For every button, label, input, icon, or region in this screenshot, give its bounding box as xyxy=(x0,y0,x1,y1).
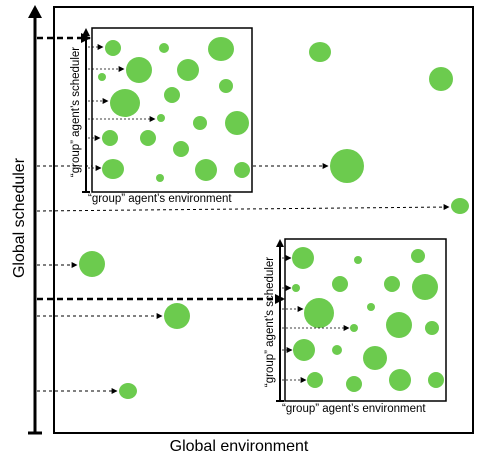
agent-circle xyxy=(164,87,180,103)
agent-circle xyxy=(292,247,314,269)
agent-circle xyxy=(234,162,250,178)
agent-circle xyxy=(304,298,334,328)
agent-circle xyxy=(102,159,124,179)
group-agent-1 xyxy=(82,27,253,193)
agent-circle xyxy=(193,116,207,130)
agent-circle xyxy=(332,345,342,355)
agent-circle xyxy=(119,383,137,399)
agent-circle xyxy=(292,284,300,292)
agent-circle xyxy=(309,42,331,62)
agent-circle xyxy=(79,251,105,277)
agent-circle xyxy=(307,372,323,388)
group-scheduler-arrows xyxy=(88,44,156,171)
agent-circle xyxy=(98,73,106,81)
agent-circle xyxy=(412,274,438,300)
agent-circle xyxy=(157,114,165,122)
agent-circle xyxy=(105,40,121,56)
group-agents xyxy=(98,37,250,182)
agent-circle xyxy=(195,159,217,181)
agent-circle xyxy=(354,256,362,264)
agent-circle xyxy=(126,57,152,83)
group-scheduler-axis xyxy=(276,239,284,402)
agent-circle xyxy=(293,339,315,361)
agent-circle xyxy=(330,149,364,183)
group-2-environment-label: “group” agent’s environment xyxy=(282,403,426,415)
agent-circle xyxy=(177,59,199,81)
agent-circle xyxy=(367,303,375,311)
agent-circle xyxy=(384,276,400,292)
agent-circle xyxy=(425,321,439,335)
agent-circle xyxy=(428,372,444,388)
agent-circle xyxy=(159,43,169,53)
group-agents xyxy=(292,247,444,392)
agent-circle xyxy=(429,67,453,91)
agent-circle xyxy=(208,37,234,61)
agent-circle xyxy=(110,89,140,117)
agent-circle xyxy=(219,79,233,93)
group-2-scheduler-label: “group” agent’s scheduler xyxy=(264,256,276,388)
agent-circle xyxy=(411,249,425,263)
agent-circle xyxy=(156,174,164,182)
agent-circle xyxy=(225,111,249,135)
agent-circle xyxy=(164,303,190,329)
global-agents xyxy=(79,42,469,399)
agent-circle xyxy=(346,376,362,392)
group-1-scheduler-label: “group” agent’s scheduler xyxy=(70,46,82,178)
group-scheduler-arrows xyxy=(282,255,350,383)
agent-circle xyxy=(140,130,156,146)
agent-circle xyxy=(386,312,412,338)
agent-circle xyxy=(363,346,387,370)
global-scheduler-label: Global scheduler xyxy=(11,157,28,279)
global-scheduler-axis xyxy=(28,5,42,435)
group-scheduler-axis xyxy=(82,28,90,193)
agent-circle xyxy=(173,141,189,157)
global-environment-frame xyxy=(53,6,474,434)
agent-circle xyxy=(451,198,469,214)
agent-circle xyxy=(102,130,118,146)
group-agent-2 xyxy=(276,238,447,402)
group-1-environment-label: “group” agent’s environment xyxy=(88,193,232,205)
global-environment-label: Global environment xyxy=(169,438,309,455)
agent-circle xyxy=(389,369,411,391)
agent-circle xyxy=(350,324,358,332)
agent-circle xyxy=(332,276,348,292)
